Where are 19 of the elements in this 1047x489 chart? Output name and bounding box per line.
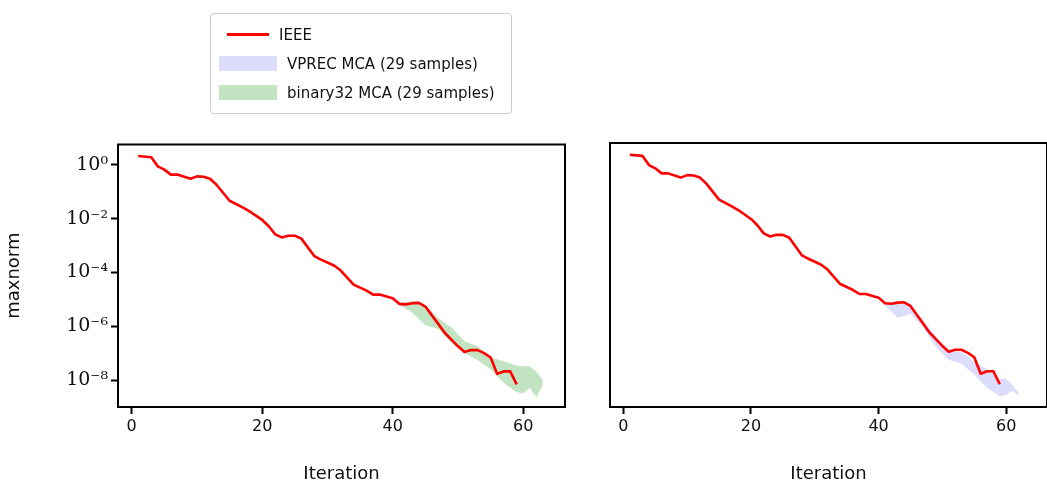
x-tick-label: 0 xyxy=(618,415,629,435)
x-tick-label: 60 xyxy=(513,415,534,435)
y-axis-title: maxnorm xyxy=(2,232,24,319)
y-tick-label: 10⁻⁸ xyxy=(66,367,109,390)
legend-label: IEEE xyxy=(279,25,312,44)
y-tick-label: 10⁻⁴ xyxy=(66,259,109,282)
y-tick-label: 10⁰ xyxy=(76,151,109,174)
y-tick-label: 10⁻² xyxy=(66,205,108,228)
x-tick-label: 20 xyxy=(252,415,273,435)
x-tick-label: 40 xyxy=(868,415,889,435)
x-tick-label: 60 xyxy=(995,415,1017,435)
x-tick-label: 40 xyxy=(382,415,403,435)
x-tick-label: 20 xyxy=(740,415,762,435)
legend-label: binary32 MCA (29 samples) xyxy=(287,83,495,102)
x-axis-title: Iteration xyxy=(790,461,867,483)
x-axis-title: Iteration xyxy=(303,461,380,483)
x-tick-label: 0 xyxy=(126,415,137,435)
y-tick-label: 10⁻⁶ xyxy=(66,313,109,336)
legend-label: VPREC MCA (29 samples) xyxy=(287,54,478,73)
